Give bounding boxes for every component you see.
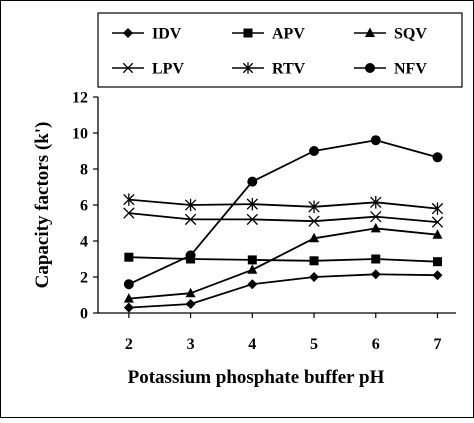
data-point-sqv [370,222,381,233]
data-point-idv [432,270,443,281]
data-point-lpv [370,211,382,223]
legend-label-apv: APV [272,26,305,43]
data-point-lpv [184,213,197,226]
data-point-sqv [123,293,134,303]
data-point-rtv [308,200,320,214]
legend: IDV APV SQV LPV RTV NFV [112,26,427,78]
legend-marker-apv [243,28,253,38]
data-point-nfv [123,279,134,290]
x-tick-label: 5 [310,336,318,353]
legend-marker-rtv [242,62,254,74]
series-line-nfv [128,139,438,286]
data-point-nfv [432,152,443,163]
data-point-apv [247,255,257,265]
data-point-sqv [185,287,196,298]
data-point-idv [185,299,196,309]
y-tick-label: 2 [80,270,88,287]
series-line-sqv [128,227,438,300]
x-tick-label: 7 [433,336,441,353]
y-tick-label: 12 [72,90,88,107]
legend-label-lpv: LPV [152,61,184,78]
data-point-idv [247,279,258,290]
y-tick-label: 10 [72,126,88,143]
data-point-rtv [370,196,382,209]
data-point-nfv [309,146,320,156]
data-point-lpv [246,213,258,226]
data-point-apv [124,252,134,262]
data-point-apv [371,254,381,264]
legend-marker-idv [123,28,133,38]
data-point-rtv [246,197,258,211]
data-point-apv [309,256,319,266]
legend-marker-lpv [122,62,134,74]
y-tick-label: 6 [80,198,88,215]
data-point-sqv [432,229,443,239]
data-point-lpv [308,215,320,227]
data-point-rtv [184,198,197,212]
plot-area: 0 2 4 6 8 10 12 2 3 4 5 6 7 [72,90,456,353]
data-point-sqv [309,232,320,243]
x-tick-label: 6 [372,336,380,353]
series-line-rtv [128,198,438,210]
data-point-lpv [431,216,444,228]
data-point-idv [309,272,320,282]
legend-label-nfv: NFV [394,61,427,78]
series-line-idv [128,273,438,309]
data-point-nfv [185,250,196,261]
legend-box [97,12,463,88]
data-point-nfv [247,176,258,187]
legend-marker-sqv [365,27,375,37]
y-tick-label: 8 [80,162,88,179]
x-tick-label: 3 [187,336,195,353]
y-tick-label: 4 [80,234,88,251]
y-axis-title: Capacity factors (k') [32,122,53,289]
data-point-apv [432,257,442,267]
x-axis-title: Potassium phosphate buffer pH [128,367,385,388]
data-point-rtv [431,202,444,215]
legend-marker-nfv [365,63,375,73]
series-line-apv [128,256,438,263]
legend-label-rtv: RTV [272,61,306,78]
x-tick-label: 2 [125,336,133,353]
data-point-nfv [370,135,381,146]
series-line-lpv [128,212,438,223]
legend-label-sqv: SQV [394,26,427,43]
data-point-idv [370,269,381,280]
data-point-sqv [247,264,258,274]
data-point-lpv [123,207,135,219]
data-point-rtv [123,193,135,206]
y-tick-label: 0 [80,306,88,323]
legend-label-idv: IDV [152,26,182,43]
x-tick-label: 4 [248,336,256,353]
data-point-idv [123,302,134,313]
